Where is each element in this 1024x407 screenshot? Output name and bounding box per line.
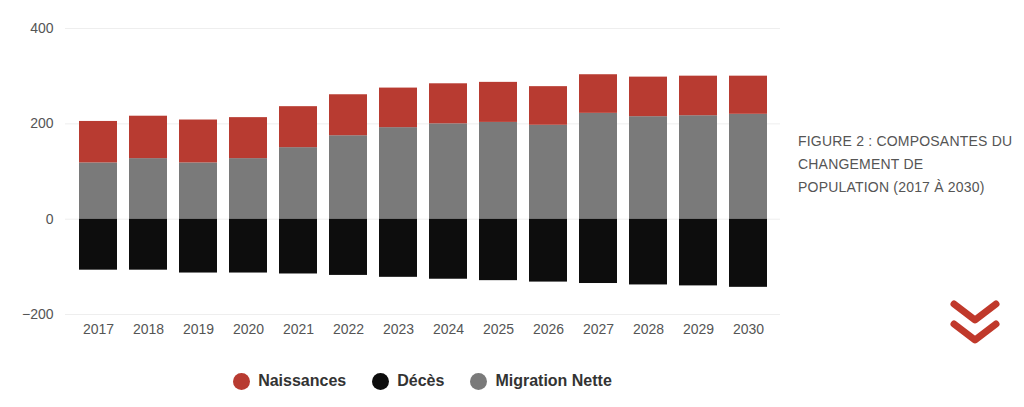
svg-text:2024: 2024 — [433, 321, 464, 337]
svg-text:2023: 2023 — [383, 321, 414, 337]
svg-text:2027: 2027 — [583, 321, 614, 337]
svg-text:2022: 2022 — [333, 321, 364, 337]
svg-text:2018: 2018 — [133, 321, 164, 337]
svg-text:200: 200 — [30, 115, 54, 131]
html-text:Naissances: Naissances — [258, 372, 347, 389]
svg-text:2030: 2030 — [733, 321, 764, 337]
svg-text:2026: 2026 — [533, 321, 564, 337]
svg-text:2025: 2025 — [483, 321, 514, 337]
svg-text:400: 400 — [30, 20, 54, 36]
svg-text:0: 0 — [46, 211, 54, 227]
svg-text:2019: 2019 — [183, 321, 214, 337]
svg-text:2017: 2017 — [83, 321, 114, 337]
html-text:Décès: Décès — [397, 372, 445, 389]
html-text:FIGURE 2 : COMPOSANTES DU CHAN: FIGURE 2 : COMPOSANTES DU CHANGEMENT DE … — [798, 133, 1013, 195]
svg-text:2028: 2028 — [633, 321, 664, 337]
svg-text:−200: −200 — [22, 306, 54, 322]
svg-text:2021: 2021 — [283, 321, 314, 337]
html-text:Migration Nette: Migration Nette — [495, 372, 612, 389]
svg-text:2029: 2029 — [683, 321, 714, 337]
svg-text:2020: 2020 — [233, 321, 264, 337]
